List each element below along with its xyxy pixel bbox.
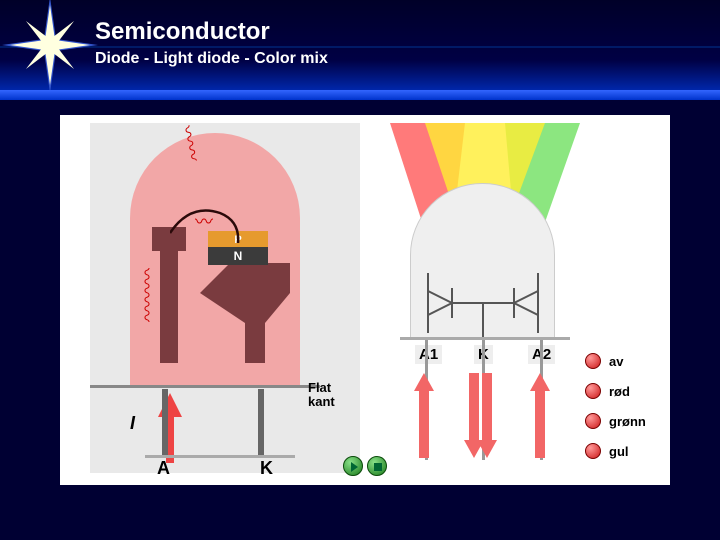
stop-button[interactable] [367,456,387,476]
color-dot-icon [585,413,601,429]
color-option-grønn[interactable]: grønn [585,413,646,429]
label-current: I [130,413,135,434]
color-option-rød[interactable]: rød [585,383,630,399]
play-button[interactable] [343,456,363,476]
label-anode: A [157,458,170,479]
cathode-anvil [200,263,290,368]
page-subtitle: Diode - Light diode - Color mix [95,50,328,68]
header-bar [0,90,720,100]
color-dot-label: rød [609,384,630,399]
label-a1: A1 [415,345,442,364]
bond-wire [170,203,260,243]
current-arrows-right [412,373,562,463]
content-canvas: 〰〰〰 〰〰 〰 P N I A K Flat kant [60,115,670,485]
color-dot-icon [585,353,601,369]
anode-post [160,248,178,363]
color-dot-label: grønn [609,414,646,429]
label-flat-edge: Flat kant [308,381,353,410]
photon-squiggle: 〰〰〰 [134,268,160,322]
flat-edge-line [90,385,320,388]
page-title: Semiconductor [95,18,270,46]
diode-cathode-join [451,301,515,337]
label-cathode: K [260,458,273,479]
lead-cathode [258,389,264,457]
color-dot-icon [585,383,601,399]
diagram-led-cross-section: 〰〰〰 〰〰 〰 P N I A K Flat kant [90,123,360,473]
lead-anode [162,389,168,457]
color-dot-label: gul [609,444,629,459]
slide-header: Semiconductor Diode - Light diode - Colo… [0,0,720,100]
starburst-icon [0,0,100,95]
color-option-av[interactable]: av [585,353,623,369]
color-dot-icon [585,443,601,459]
chip-n-label: N [234,249,243,263]
color-option-gul[interactable]: gul [585,443,629,459]
diagram-color-mix: A1 K A2 avrødgrønngul [390,123,665,473]
title-underline [0,46,720,48]
color-dot-label: av [609,354,623,369]
